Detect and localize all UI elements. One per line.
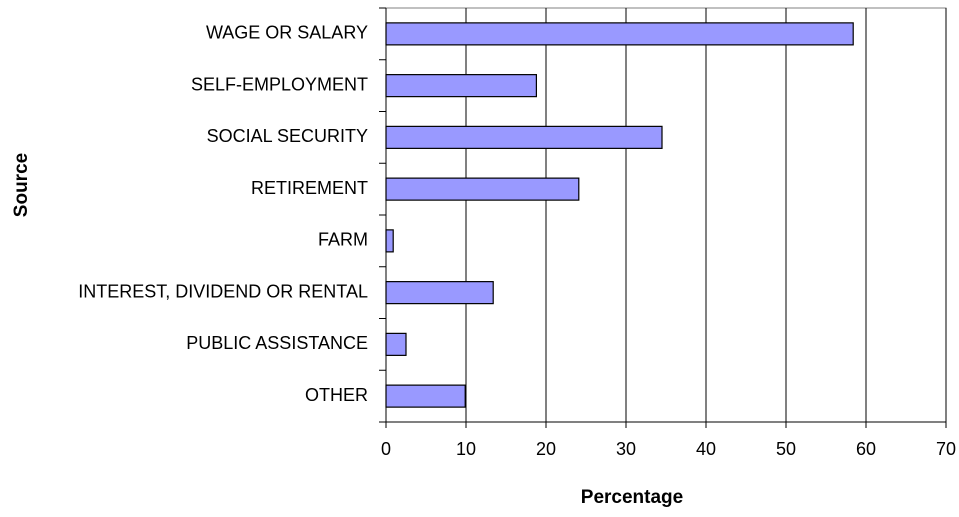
y-tick-label: SOCIAL SECURITY — [207, 126, 368, 146]
y-axis-title: Source — [11, 153, 32, 217]
plot-area — [385, 7, 947, 423]
bar — [385, 125, 663, 149]
bar — [385, 229, 394, 253]
x-tick-label: 40 — [696, 439, 716, 459]
bar — [385, 384, 466, 408]
x-tick-label: 10 — [456, 439, 476, 459]
x-axis-title: Percentage — [581, 487, 683, 508]
bar — [385, 74, 537, 98]
bar — [385, 22, 854, 46]
y-tick-label: FARM — [318, 230, 368, 250]
y-tick-label: OTHER — [305, 385, 368, 405]
bar — [385, 281, 494, 305]
x-tick-label: 30 — [616, 439, 636, 459]
y-tick-label: PUBLIC ASSISTANCE — [186, 333, 368, 353]
y-tick-label: SELF-EMPLOYMENT — [191, 74, 368, 94]
y-tick-label: INTEREST, DIVIDEND OR RENTAL — [78, 281, 368, 301]
x-tick-label: 0 — [381, 439, 391, 459]
x-tick-label: 60 — [856, 439, 876, 459]
bar — [385, 177, 580, 201]
y-tick-label: WAGE OR SALARY — [206, 23, 368, 43]
x-tick-label: 70 — [936, 439, 956, 459]
x-tick-label: 50 — [776, 439, 796, 459]
y-tick-label: RETIREMENT — [251, 178, 368, 198]
x-tick-label: 20 — [536, 439, 556, 459]
bar — [385, 332, 407, 356]
